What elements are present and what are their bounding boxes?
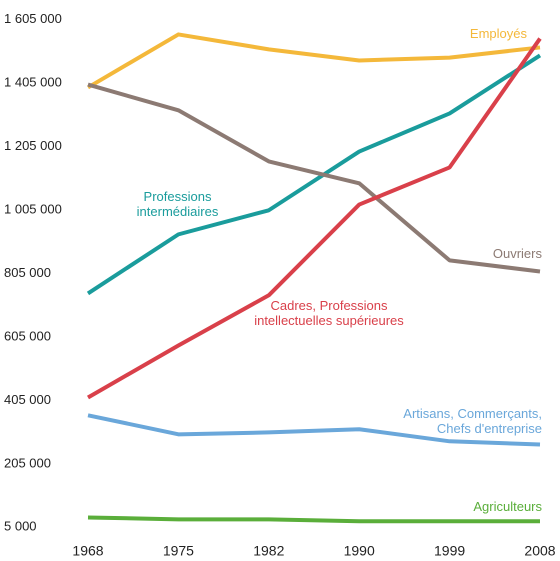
series-line [86, 32, 541, 90]
series-line [87, 413, 541, 447]
y-tick-label: 5 000 [4, 519, 37, 534]
y-tick-label: 1 005 000 [4, 201, 62, 216]
series-line [87, 82, 541, 274]
x-tick-label: 1975 [163, 543, 194, 559]
series-line [87, 37, 542, 400]
series-line [86, 53, 542, 296]
x-tick-label: 1982 [253, 543, 284, 559]
series-label: Employés [469, 26, 527, 41]
series-label: Agriculteurs [473, 499, 542, 514]
x-tick-label: 1999 [434, 543, 465, 559]
series-label: Artisans, Commerçants, Chefs d'entrepris… [403, 406, 542, 436]
y-tick-label: 605 000 [4, 328, 51, 343]
series-label: Professions intermédiaires [136, 189, 219, 219]
y-tick-label: 1 405 000 [4, 74, 62, 89]
series-label: Ouvriers [492, 246, 542, 261]
y-tick-label: 405 000 [4, 392, 51, 407]
x-tick-label: 1968 [72, 543, 103, 559]
series-line [87, 515, 540, 524]
y-tick-label: 1 205 000 [4, 138, 62, 153]
x-tick-label: 1990 [344, 543, 375, 559]
y-tick-label: 805 000 [4, 265, 51, 280]
series-label: Cadres, Professions intellectuelles supé… [254, 298, 404, 328]
y-tick-label: 1 605 000 [4, 11, 62, 26]
y-tick-label: 205 000 [4, 455, 51, 470]
x-tick-label: 2008 [524, 543, 555, 559]
